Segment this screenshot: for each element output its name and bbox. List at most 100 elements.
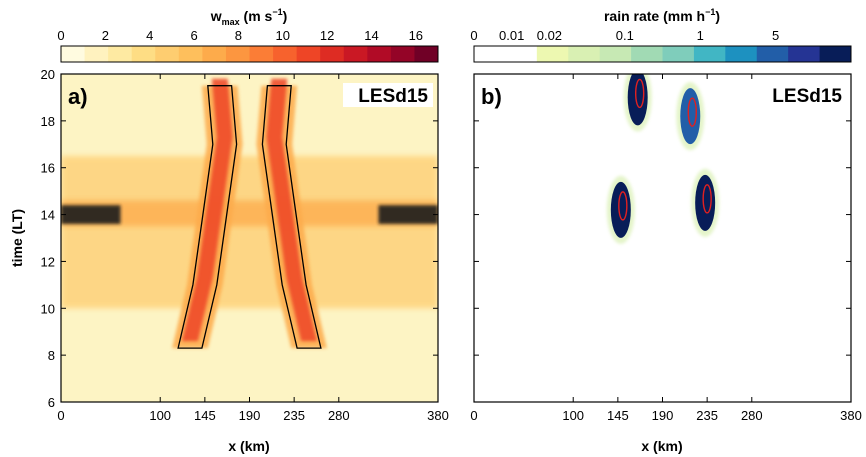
colorbar-a-cell	[108, 46, 133, 62]
colorbar-b-frame	[473, 45, 852, 63]
colorbar-a-cell	[225, 46, 250, 62]
colorbar-b-tick-label: 0	[470, 28, 477, 43]
contour-line	[261, 85, 322, 349]
x-tick-label: 190	[652, 408, 674, 423]
rain-cell	[610, 181, 631, 238]
colorbar-b-tick-label: 0.01	[499, 28, 524, 43]
colorbar-b-cell	[536, 46, 569, 62]
colorbar-a-tick-label: 6	[190, 28, 197, 43]
panel-a-case-label: LESd15	[358, 86, 428, 107]
colorbar-a-tick-label: 0	[57, 28, 64, 43]
x-tick-label: 235	[696, 408, 718, 423]
strong-updraft-band	[378, 205, 438, 224]
colorbar-b-cell	[819, 46, 852, 62]
x-tick-label: 280	[328, 408, 350, 423]
colorbar-b-cell	[756, 46, 789, 62]
panel-b-case-label: LESd15	[772, 86, 842, 107]
colorbar-a-cell	[343, 46, 368, 62]
x-tick-label: 100	[562, 408, 584, 423]
colorbar-b-tick-label: 1	[697, 28, 704, 43]
rain-cell	[680, 88, 701, 145]
y-tick-label: 18	[41, 114, 55, 129]
y-tick-label: 16	[41, 161, 55, 176]
x-tick-label: 280	[741, 408, 763, 423]
colorbar-a-cell	[131, 46, 156, 62]
y-tick-label: 12	[41, 254, 55, 269]
colorbar-a-cell	[367, 46, 392, 62]
x-tick-label: 0	[470, 408, 477, 423]
strong-updraft-band	[61, 205, 121, 224]
colorbar-a-cell	[320, 46, 345, 62]
panel-a-contours	[177, 85, 322, 349]
colorbar-a-tick-label: 4	[146, 28, 153, 43]
colorbar-b-tick-label: 0.02	[537, 28, 562, 43]
field-band	[61, 200, 438, 227]
field-branch-core	[182, 78, 233, 342]
colorbar-b-cell	[662, 46, 695, 62]
rain-cell-contour	[687, 97, 697, 127]
colorbar-a-cell	[178, 46, 203, 62]
rain-cell	[627, 74, 648, 126]
colorbar-b-tick-label: 0.1	[616, 28, 634, 43]
colorbar-b-cell	[599, 46, 632, 62]
colorbar-a-cell	[414, 46, 439, 62]
panel-b-plot-area	[474, 74, 851, 402]
colorbar-a-tick-label: 14	[364, 28, 378, 43]
colorbar-a-cell	[61, 46, 85, 62]
colorbar-b-cell	[474, 46, 506, 62]
colorbar-a-cell	[273, 46, 298, 62]
x-tick-label: 235	[283, 408, 305, 423]
contour-line	[177, 85, 238, 349]
rain-cell	[695, 174, 716, 231]
colorbar-a-cell	[296, 46, 321, 62]
panel-a-tag: a)	[68, 84, 88, 109]
colorbar-a-frame	[60, 45, 439, 63]
colorbar-a-tick-label: 12	[320, 28, 334, 43]
colorbar-b-cell	[505, 46, 538, 62]
colorbar-b: rain rate (mm h−1) 0 0.01 0.02 0.1 1 5	[470, 7, 852, 63]
x-axis-label-a: x (km)	[228, 438, 269, 454]
x-tick-label: 190	[239, 408, 261, 423]
y-tick-label: 8	[48, 348, 55, 363]
x-tick-label: 145	[607, 408, 629, 423]
colorbar-b-cell	[788, 46, 820, 62]
rain-cell-contour	[702, 184, 712, 214]
colorbar-a-tick-label: 10	[276, 28, 290, 43]
field-branch-core	[266, 78, 317, 342]
x-tick-label: 380	[427, 408, 449, 423]
panel-a-plot-area	[61, 74, 438, 402]
panel-b-tag: b)	[481, 84, 502, 109]
panel-a-axes: 0 100 145 190 235 280 380 6 8 10 12 14 16 18 20	[41, 67, 449, 423]
y-tick-label: 20	[41, 67, 55, 82]
x-tick-label: 145	[194, 408, 216, 423]
y-tick-label: 14	[41, 208, 55, 223]
y-tick-label: 6	[48, 395, 55, 410]
colorbar-b-cell	[568, 46, 601, 62]
colorbar-b-cell	[725, 46, 758, 62]
colorbar-a-cell	[84, 46, 109, 62]
colorbar-a-cell	[390, 46, 415, 62]
colorbar-a-tick-label: 2	[102, 28, 109, 43]
colorbar-a: wmax (m s−1) 0 2 4 6 8 10 12 14 16	[57, 7, 439, 63]
colorbar-b-cell	[693, 46, 726, 62]
colorbar-b-cell	[631, 46, 663, 62]
panel-b-background	[474, 74, 851, 402]
rain-cell-contour	[634, 78, 645, 109]
colorbar-a-tick-label: 16	[409, 28, 423, 43]
colorbar-a-cell	[249, 46, 274, 62]
colorbar-a-cell	[202, 46, 227, 62]
colorbar-a-cell	[155, 46, 180, 62]
field-band	[61, 156, 438, 309]
panel-b-axes: 0 100 145 190 235 280 380	[470, 73, 862, 423]
x-axis-label-b: x (km)	[641, 438, 682, 454]
colorbar-b-tick-label: 5	[772, 28, 779, 43]
x-tick-label: 0	[57, 408, 64, 423]
colorbar-a-tick-label: 8	[235, 28, 242, 43]
colorbar-a-title: wmax (m s−1)	[210, 7, 288, 27]
x-tick-label: 380	[840, 408, 862, 423]
colorbar-b-title: rain rate (mm h−1)	[604, 7, 720, 24]
x-tick-label: 100	[149, 408, 171, 423]
rain-cell-contour	[618, 191, 628, 221]
y-tick-label: 10	[41, 301, 55, 316]
